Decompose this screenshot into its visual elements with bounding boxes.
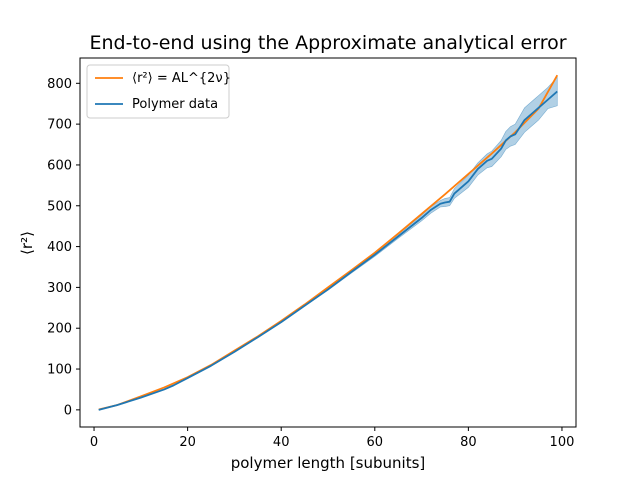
- y-tick-label: 200: [47, 322, 72, 337]
- y-tick-label: 400: [47, 240, 72, 255]
- y-tick-label: 800: [47, 77, 72, 92]
- x-tick-label: 80: [460, 435, 477, 450]
- y-tick-label: 500: [47, 199, 72, 214]
- y-tick-label: 300: [47, 281, 72, 296]
- legend: ⟨r²⟩ = AL^{2ν} Polymer data: [86, 64, 231, 119]
- model-fit-line: [98, 74, 559, 411]
- y-tick-label: 600: [47, 158, 72, 173]
- plot-frame: [79, 57, 577, 428]
- x-tick-label: 0: [90, 435, 98, 450]
- plot-area: [98, 74, 559, 411]
- x-axis: 0 20 40 60 80 100: [90, 427, 574, 450]
- y-tick-label: 0: [64, 403, 72, 418]
- polymer-data-line: [98, 90, 558, 411]
- y-axis: 0 100 200 300 400 500 600 700 800: [47, 77, 80, 418]
- x-axis-label: polymer length [subunits]: [231, 454, 426, 472]
- y-tick-label: 100: [47, 363, 72, 378]
- y-axis-label: ⟨r²⟩: [18, 231, 36, 255]
- legend-label-model: ⟨r²⟩ = AL^{2ν}: [132, 71, 231, 86]
- x-tick-label: 60: [367, 435, 384, 450]
- x-tick-label: 40: [273, 435, 290, 450]
- chart-title: End-to-end using the Approximate analyti…: [89, 32, 566, 54]
- y-tick-label: 700: [47, 118, 72, 133]
- legend-label-polymer: Polymer data: [132, 97, 218, 112]
- polymer-data-error-band: [98, 76, 558, 411]
- x-tick-label: 100: [550, 435, 575, 450]
- x-tick-label: 20: [179, 435, 196, 450]
